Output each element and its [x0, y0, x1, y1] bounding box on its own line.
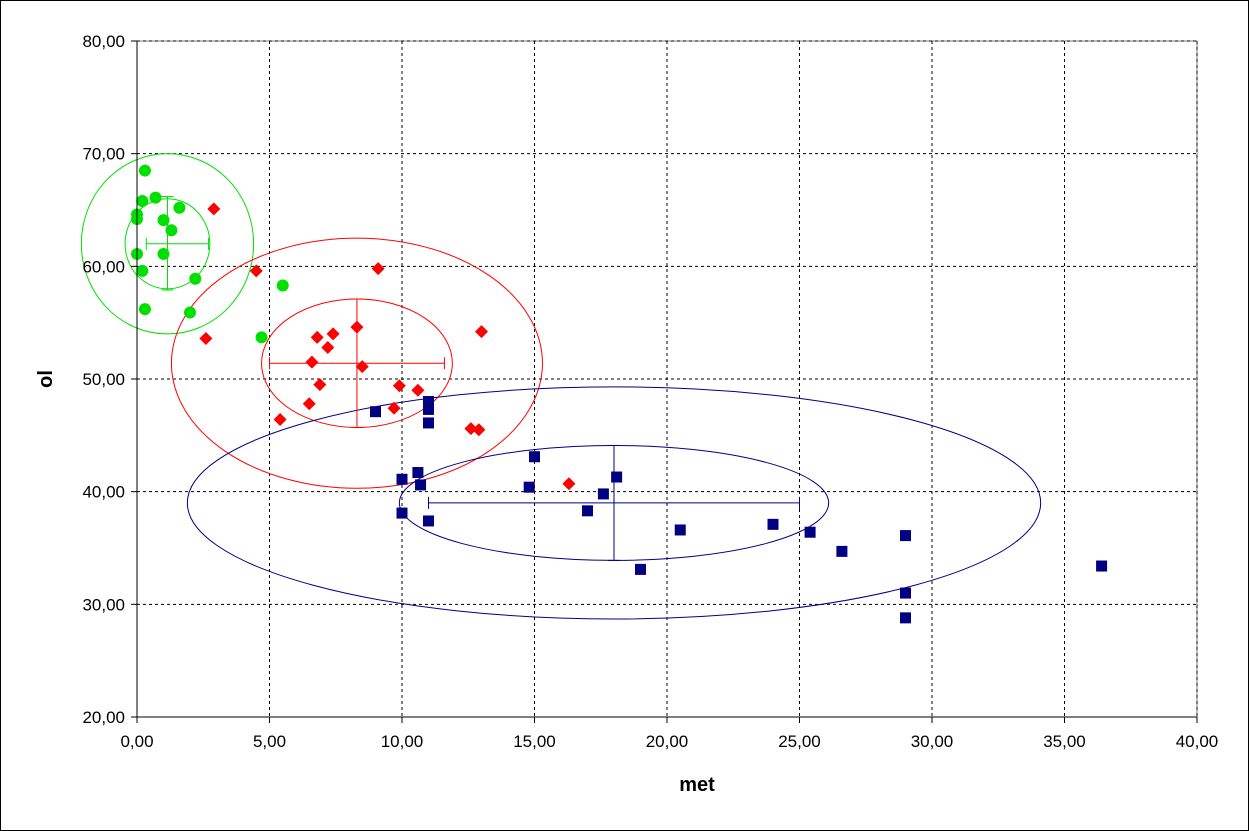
confidence-ellipse: [80, 153, 255, 335]
x-tick-label: 25,00: [778, 732, 821, 751]
data-point-diamond: [411, 383, 425, 397]
data-point-diamond: [321, 340, 335, 354]
data-point-square: [423, 403, 434, 415]
data-point-diamond: [249, 264, 263, 278]
data-point-circle: [136, 194, 149, 207]
data-point-square: [423, 515, 434, 527]
data-point-diamond: [464, 422, 478, 436]
x-tick-label: 40,00: [1176, 732, 1219, 751]
data-point-square: [396, 473, 408, 485]
x-tick-label: 5,00: [253, 732, 286, 751]
data-points: [131, 164, 1108, 624]
data-point-square: [423, 417, 434, 429]
axes: [131, 40, 1198, 723]
data-point-square: [836, 545, 848, 557]
confidence-ellipse: [170, 237, 543, 489]
data-point-diamond: [305, 355, 319, 369]
data-point-circle: [138, 303, 151, 316]
data-point-circle: [157, 247, 170, 260]
data-point-diamond: [562, 477, 576, 491]
data-point-square: [900, 612, 911, 624]
data-point-square: [900, 530, 911, 542]
data-point-square: [900, 587, 911, 599]
data-point-square: [529, 451, 540, 463]
x-tick-label: 10,00: [381, 732, 424, 751]
y-tick-label: 30,00: [82, 595, 125, 614]
data-point-square: [674, 524, 686, 536]
y-tick-label: 60,00: [82, 257, 125, 276]
data-point-square: [1096, 560, 1108, 572]
grid: [136, 40, 1198, 718]
data-point-circle: [149, 191, 162, 204]
x-tick-label: 15,00: [513, 732, 556, 751]
data-point-diamond: [472, 423, 486, 437]
data-point-circle: [157, 214, 170, 227]
data-point-diamond: [355, 360, 369, 374]
y-axis-title: ol: [35, 370, 57, 388]
data-point-diamond: [326, 327, 340, 341]
x-axis-title: met: [679, 774, 715, 796]
y-tick-label: 40,00: [82, 483, 125, 502]
y-tick-label: 50,00: [82, 370, 125, 389]
y-tick-label: 20,00: [82, 708, 125, 727]
y-tick-label: 70,00: [82, 145, 125, 164]
data-point-diamond: [273, 413, 287, 427]
data-point-square: [523, 481, 535, 493]
y-tick-label: 80,00: [82, 32, 125, 51]
data-point-diamond: [350, 320, 364, 334]
error-bars: [145, 195, 800, 561]
data-point-square: [412, 467, 424, 479]
x-tick-label: 35,00: [1043, 732, 1086, 751]
data-point-diamond: [392, 379, 406, 393]
data-point-circle: [184, 306, 196, 319]
data-point-circle: [276, 279, 289, 292]
data-point-diamond: [371, 262, 385, 276]
data-point-diamond: [475, 325, 488, 339]
data-point-circle: [165, 224, 178, 237]
data-point-square: [396, 507, 408, 519]
tick-labels: 0,00 5,00 10,00 15,00 20,00 25,00 30,00 35,00 40…: [82, 32, 1218, 751]
data-point-diamond: [313, 378, 327, 392]
data-point-circle: [136, 264, 149, 277]
data-point-diamond: [302, 397, 316, 411]
data-point-diamond: [207, 202, 221, 216]
data-point-square: [611, 471, 623, 483]
data-point-diamond: [199, 331, 213, 345]
data-point-square: [635, 563, 646, 575]
data-point-square: [767, 518, 779, 530]
data-point-circle: [189, 272, 202, 285]
x-tick-label: 20,00: [646, 732, 689, 751]
data-point-circle: [173, 201, 186, 214]
ellipses: [80, 153, 1042, 620]
data-point-square: [423, 396, 434, 408]
data-point-square: [370, 406, 381, 418]
data-point-square: [804, 526, 816, 538]
data-point-diamond: [310, 330, 324, 344]
confidence-ellipse: [186, 386, 1042, 620]
x-tick-label: 30,00: [911, 732, 954, 751]
data-point-diamond: [387, 401, 401, 415]
x-tick-label: 0,00: [120, 732, 153, 751]
data-point-square: [597, 488, 609, 500]
data-point-square: [415, 479, 427, 491]
data-point-square: [582, 505, 593, 517]
data-point-circle: [138, 164, 151, 177]
data-point-circle: [255, 331, 268, 344]
